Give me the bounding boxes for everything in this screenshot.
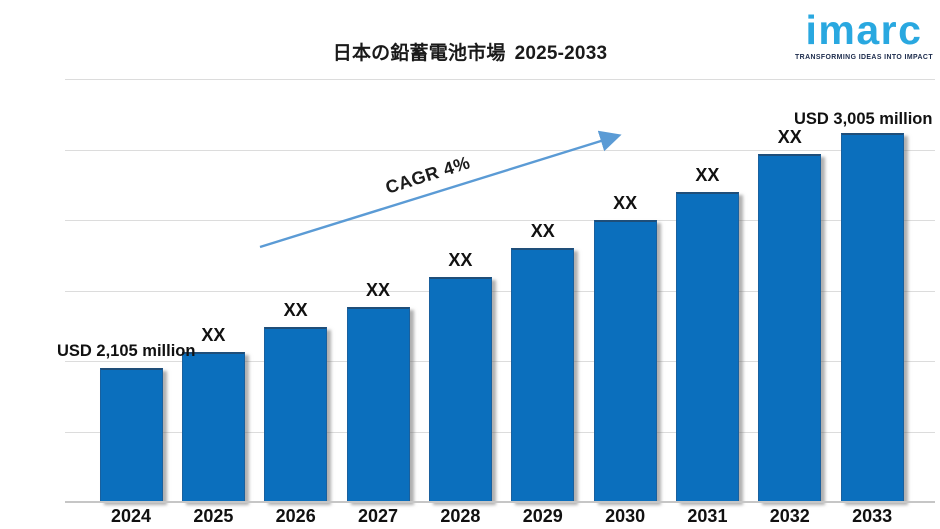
bar-value-label-2030: XX [613, 193, 638, 213]
bar-2029 [511, 248, 575, 502]
x-tick-label-2030: 2030 [605, 506, 646, 526]
bar-value-label-2027: XX [366, 280, 391, 300]
gridline [65, 79, 935, 80]
bar-2031 [675, 192, 739, 502]
gridline [65, 431, 935, 433]
bar-2024 [99, 368, 163, 502]
bar-2030 [593, 220, 657, 502]
bar-2027 [346, 307, 410, 502]
gridline [65, 220, 935, 221]
bar-2025 [181, 352, 245, 502]
imarc-wordmark: imarc [805, 7, 923, 53]
bar-2033 [840, 133, 904, 502]
bar-value-label-2026: XX [283, 300, 308, 320]
bar-value-label-2031: XX [695, 165, 720, 185]
bar-2028 [428, 277, 492, 502]
gridline [65, 149, 935, 151]
x-tick-label-2033: 2033 [852, 506, 893, 526]
bar-2032 [758, 154, 822, 502]
x-tick-label-2031: 2031 [687, 506, 728, 526]
first-bar-value-label: USD 2,105 million [57, 342, 196, 360]
chart-title-japanese: 日本の鉛蓄電池市場 [332, 43, 506, 64]
imarc-tagline: TRANSFORMING IDEAS INTO IMPACT [795, 54, 933, 61]
last-bar-value-label: USD 3,005 million [794, 110, 933, 128]
x-tick-label-2025: 2025 [193, 506, 234, 526]
plot-area: 2024 XX 2025 XX 2026 XX 2027 XX 2028 XX 2029 XX 2030… [57, 79, 935, 526]
gridline [65, 361, 935, 362]
chart-title-year-range: 2025-2033 [514, 43, 608, 64]
bar-value-label-2025: XX [201, 325, 226, 345]
x-tick-label-2032: 2032 [769, 506, 810, 526]
x-tick-label-2027: 2027 [358, 506, 399, 526]
chart-title: 日本の鉛蓄電池市場 2025-2033 [0, 38, 940, 65]
imarc-logo: imarc TRANSFORMING IDEAS INTO IMPACT [790, 6, 938, 61]
x-tick-label-2026: 2026 [275, 506, 316, 526]
bar-value-label-2029: XX [530, 221, 555, 241]
bar-value-label-2028: XX [448, 250, 473, 270]
gridline [65, 290, 935, 292]
bar-value-label-2032: XX [777, 127, 802, 147]
cagr-trend-arrow [259, 130, 622, 249]
x-tick-label-2024: 2024 [110, 506, 152, 526]
x-tick-label-2029: 2029 [522, 506, 563, 526]
x-tick-label-2028: 2028 [440, 506, 481, 526]
x-axis-line [65, 501, 935, 503]
